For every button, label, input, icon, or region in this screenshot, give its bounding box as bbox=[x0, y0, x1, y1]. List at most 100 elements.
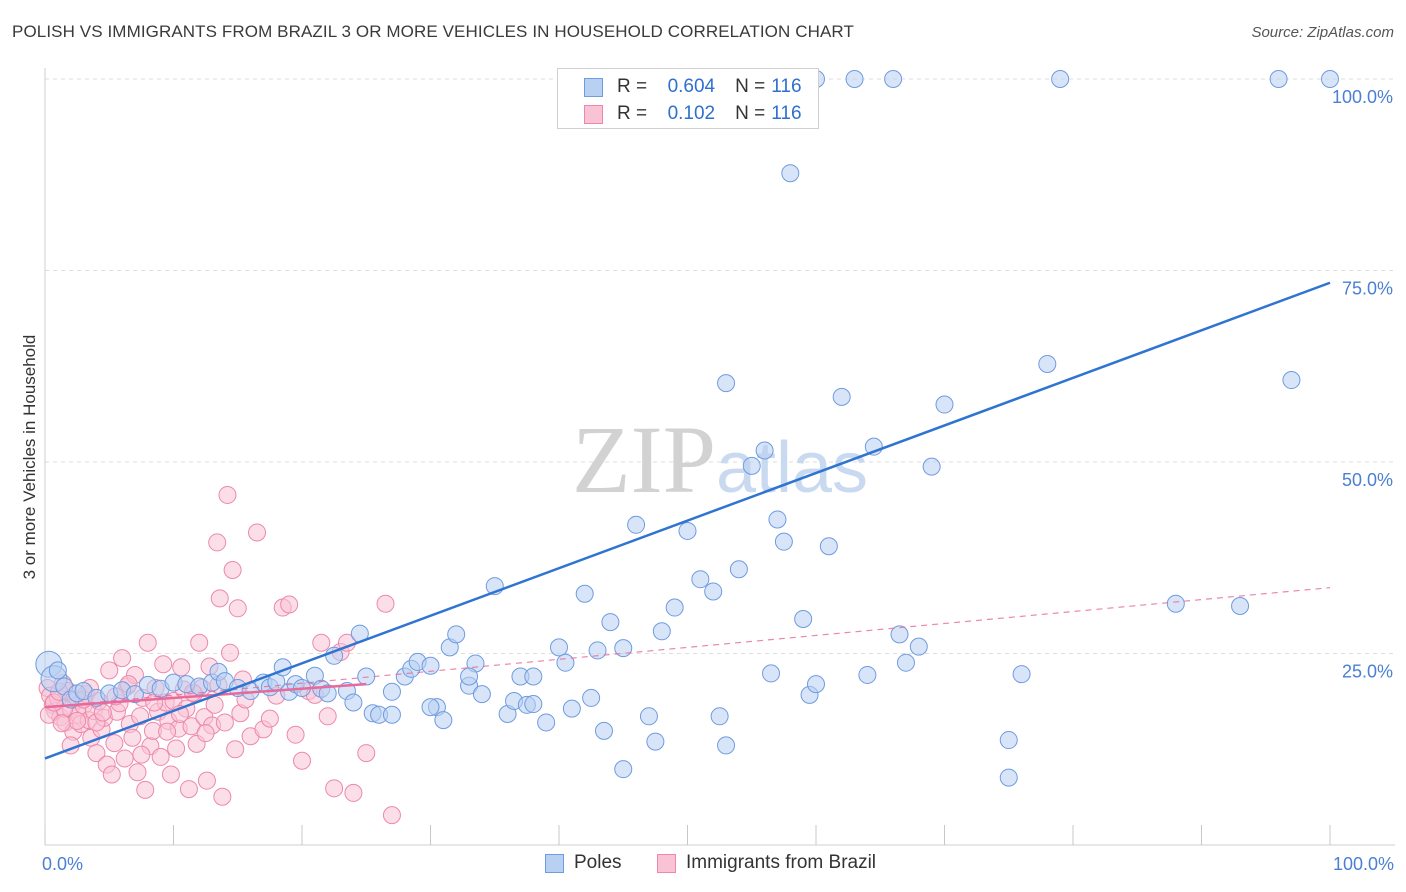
x-tick-label-end: 100.0% bbox=[1333, 854, 1394, 874]
poles-point bbox=[434, 711, 453, 730]
y-tick-label: 50.0% bbox=[1342, 470, 1393, 490]
trend-lines bbox=[44, 281, 1331, 760]
poles-point bbox=[710, 707, 729, 726]
poles-point bbox=[48, 661, 67, 680]
poles-point bbox=[768, 510, 787, 529]
poles-point bbox=[794, 610, 813, 629]
poles-point bbox=[691, 570, 710, 589]
poles-point bbox=[1038, 354, 1057, 373]
poles-point bbox=[1166, 594, 1185, 613]
watermark: ZIPatlas bbox=[572, 406, 868, 513]
poles-n-value: 116 bbox=[771, 76, 802, 97]
legend-item-poles[interactable]: Poles bbox=[545, 852, 622, 874]
legend-row-brazil: R = 0.102 N = 116 bbox=[584, 102, 802, 126]
poles-legend-label: Poles bbox=[574, 852, 622, 873]
poles-point bbox=[1269, 70, 1288, 88]
poles-point bbox=[344, 693, 363, 712]
poles-point bbox=[884, 70, 903, 88]
poles-point bbox=[896, 653, 915, 672]
brazil-point bbox=[197, 771, 216, 790]
brazil-point bbox=[167, 739, 186, 758]
poles-point bbox=[550, 638, 568, 657]
poles-point bbox=[421, 656, 440, 675]
poles-point bbox=[588, 641, 607, 660]
poles-point bbox=[999, 768, 1018, 787]
poles-point bbox=[807, 675, 825, 694]
poles-point bbox=[614, 760, 633, 779]
poles-point bbox=[472, 685, 491, 704]
brazil-point bbox=[172, 658, 191, 677]
brazil-point bbox=[196, 724, 215, 743]
brazil-point bbox=[154, 655, 173, 674]
brazil-point bbox=[382, 806, 401, 825]
poles-point bbox=[922, 457, 941, 476]
tick-labels: 100.0% 75.0% 50.0% 25.0% 0.0% 100.0% bbox=[42, 87, 1394, 874]
poles-point bbox=[1282, 371, 1301, 390]
poles-point bbox=[935, 395, 954, 414]
poles-point bbox=[601, 613, 620, 632]
brazil-n-value: 116 bbox=[771, 103, 802, 124]
source-credit: Source: ZipAtlas.com bbox=[1251, 24, 1394, 41]
poles-point bbox=[1321, 70, 1339, 88]
poles-point bbox=[704, 582, 723, 601]
poles-point bbox=[717, 736, 736, 755]
brazil-point bbox=[248, 523, 267, 542]
brazil-point bbox=[293, 751, 311, 770]
poles-point bbox=[781, 164, 800, 183]
poles-point bbox=[646, 732, 665, 751]
poles-points bbox=[35, 70, 1339, 787]
brazil-point bbox=[123, 728, 142, 747]
y-tick-label: 25.0% bbox=[1342, 662, 1393, 682]
poles-point bbox=[318, 684, 337, 703]
brazil-point bbox=[221, 643, 240, 662]
poles-point bbox=[890, 625, 909, 644]
poles-point bbox=[717, 374, 736, 393]
poles-point bbox=[382, 682, 401, 701]
poles-point bbox=[460, 667, 479, 686]
brazil-swatch bbox=[657, 853, 676, 873]
poles-point bbox=[1231, 597, 1250, 616]
poles-trend-line bbox=[44, 281, 1331, 760]
brazil-point bbox=[190, 633, 209, 652]
poles-point bbox=[774, 532, 793, 551]
brazil-point bbox=[179, 780, 198, 799]
grid-lines bbox=[45, 78, 1395, 654]
brazil-point bbox=[215, 713, 234, 732]
brazil-point bbox=[136, 780, 155, 799]
brazil-point bbox=[102, 765, 121, 784]
brazil-r-value: 0.102 bbox=[667, 103, 716, 124]
poles-point bbox=[742, 456, 761, 475]
brazil-point bbox=[52, 714, 71, 733]
brazil-point bbox=[151, 747, 170, 766]
brazil-point bbox=[228, 599, 247, 618]
poles-point bbox=[755, 441, 774, 460]
brazil-point bbox=[260, 709, 279, 728]
brazil-point bbox=[218, 485, 237, 504]
y-tick-label: 75.0% bbox=[1342, 279, 1393, 299]
poles-point bbox=[845, 70, 864, 88]
brazil-point bbox=[68, 711, 87, 730]
poles-point bbox=[125, 685, 144, 704]
legend-row-poles: R = 0.604 N = 116 bbox=[584, 75, 802, 99]
poles-point bbox=[999, 731, 1018, 750]
brazil-point bbox=[223, 561, 242, 580]
brazil-legend-label: Immigrants from Brazil bbox=[686, 852, 877, 873]
poles-r-value: 0.604 bbox=[667, 76, 716, 97]
legend-item-brazil[interactable]: Immigrants from Brazil bbox=[657, 852, 876, 874]
poles-point bbox=[729, 560, 748, 579]
poles-point bbox=[678, 521, 697, 540]
brazil-point bbox=[357, 744, 376, 763]
poles-point bbox=[575, 584, 594, 603]
poles-point bbox=[652, 622, 671, 641]
brazil-point bbox=[213, 787, 232, 806]
brazil-point bbox=[312, 633, 331, 652]
poles-point bbox=[556, 653, 575, 672]
brazil-point bbox=[208, 533, 227, 552]
n-label: N = bbox=[735, 76, 766, 97]
series-legend: Poles Immigrants from Brazil bbox=[0, 852, 1406, 878]
poles-point bbox=[858, 665, 877, 684]
poles-point bbox=[447, 625, 466, 644]
brazil-point bbox=[280, 595, 299, 614]
brazil-point bbox=[105, 734, 124, 753]
brazil-point bbox=[318, 707, 337, 726]
